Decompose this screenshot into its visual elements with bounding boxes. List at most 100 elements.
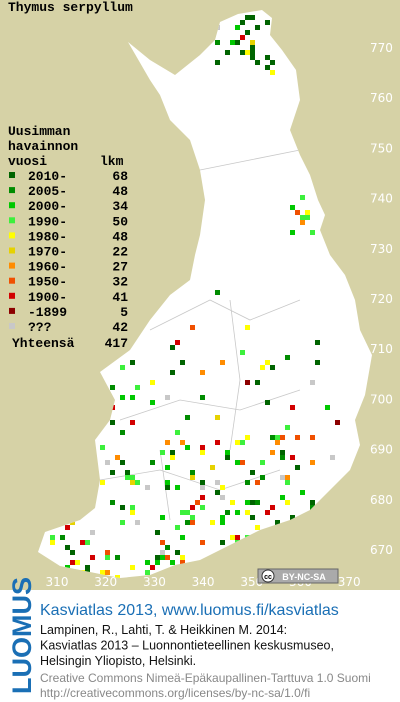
occurrence-square bbox=[180, 440, 185, 445]
legend-count: 5 bbox=[120, 305, 128, 320]
occurrence-square bbox=[220, 540, 225, 545]
occurrence-square bbox=[170, 560, 175, 565]
occurrence-square bbox=[150, 380, 155, 385]
occurrence-square bbox=[105, 460, 110, 465]
occurrence-square bbox=[100, 445, 105, 450]
occurrence-square bbox=[250, 50, 255, 55]
occurrence-square bbox=[245, 480, 250, 485]
occurrence-square bbox=[240, 460, 245, 465]
occurrence-square bbox=[235, 440, 240, 445]
occurrence-square bbox=[245, 500, 250, 505]
occurrence-square bbox=[235, 40, 240, 45]
occurrence-square bbox=[135, 385, 140, 390]
occurrence-square bbox=[50, 535, 55, 540]
occurrence-square bbox=[290, 405, 295, 410]
occurrence-square bbox=[225, 455, 230, 460]
occurrence-square bbox=[285, 500, 290, 505]
occurrence-square bbox=[240, 440, 245, 445]
license-line: http://creativecommons.org/licenses/by-n… bbox=[40, 686, 310, 700]
citation-line: Kasviatlas 2013 – Luonnontieteellinen ke… bbox=[40, 639, 334, 653]
occurrence-square bbox=[280, 475, 285, 480]
atlas-link[interactable]: Kasviatlas 2013, www.luomus.fi/kasviatla… bbox=[40, 602, 339, 619]
occurrence-square bbox=[100, 480, 105, 485]
occurrence-square bbox=[90, 555, 95, 560]
occurrence-square bbox=[285, 480, 290, 485]
occurrence-square bbox=[115, 575, 120, 578]
logo: LUOMUS bbox=[7, 577, 37, 694]
badge-text: BY-NC-SA bbox=[282, 572, 326, 582]
occurrence-square bbox=[180, 360, 185, 365]
occurrence-square bbox=[165, 480, 170, 485]
occurrence-square bbox=[115, 555, 120, 560]
occurrence-square bbox=[300, 220, 305, 225]
occurrence-square bbox=[240, 50, 245, 55]
occurrence-square bbox=[255, 500, 260, 505]
occurrence-square bbox=[160, 450, 165, 455]
occurrence-square bbox=[170, 370, 175, 375]
occurrence-square bbox=[75, 560, 80, 565]
occurrence-square bbox=[190, 515, 195, 520]
occurrence-square bbox=[80, 540, 85, 545]
occurrence-square bbox=[185, 415, 190, 420]
occurrence-square bbox=[200, 450, 205, 455]
occurrence-square bbox=[200, 480, 205, 485]
occurrence-square bbox=[255, 60, 260, 65]
badge-box bbox=[257, 568, 339, 584]
occurrence-square bbox=[315, 360, 320, 365]
occurrence-square bbox=[150, 460, 155, 465]
occurrence-square bbox=[165, 545, 170, 550]
legend-label: 1900- bbox=[28, 290, 67, 305]
occurrence-square bbox=[265, 55, 270, 60]
y-grid-label: 750 bbox=[370, 141, 393, 155]
occurrence-square bbox=[125, 475, 130, 480]
legend-label: 1970- bbox=[28, 245, 67, 260]
occurrence-square bbox=[150, 400, 155, 405]
occurrence-square bbox=[50, 540, 55, 545]
occurrence-square bbox=[335, 420, 340, 425]
occurrence-square bbox=[285, 425, 290, 430]
occurrence-square bbox=[245, 380, 250, 385]
occurrence-square bbox=[300, 195, 305, 200]
legend-count: 48 bbox=[112, 229, 128, 244]
occurrence-square bbox=[90, 530, 95, 535]
occurrence-square bbox=[85, 540, 90, 545]
occurrence-square bbox=[275, 520, 280, 525]
occurrence-square bbox=[240, 35, 245, 40]
occurrence-square bbox=[180, 510, 185, 515]
occurrence-square bbox=[130, 565, 135, 570]
occurrence-square bbox=[280, 455, 285, 460]
occurrence-square bbox=[215, 490, 220, 495]
occurrence-square bbox=[270, 435, 275, 440]
occurrence-square bbox=[165, 395, 170, 400]
occurrence-square bbox=[280, 435, 285, 440]
legend-swatch bbox=[9, 247, 15, 254]
occurrence-square bbox=[265, 20, 270, 25]
occurrence-square bbox=[215, 480, 220, 485]
license-badge: cc BY-NC-SA bbox=[257, 568, 339, 584]
occurrence-square bbox=[280, 495, 285, 500]
legend-count: 68 bbox=[112, 169, 128, 184]
occurrence-square bbox=[160, 550, 165, 555]
occurrence-square bbox=[235, 25, 240, 30]
occurrence-square bbox=[250, 500, 255, 505]
occurrence-square bbox=[165, 485, 170, 490]
occurrence-square bbox=[215, 60, 220, 65]
occurrence-square bbox=[180, 535, 185, 540]
occurrence-square bbox=[220, 515, 225, 520]
occurrence-square bbox=[110, 470, 115, 475]
occurrence-square bbox=[120, 505, 125, 510]
occurrence-square bbox=[130, 480, 135, 485]
occurrence-square bbox=[215, 40, 220, 45]
occurrence-square bbox=[220, 520, 225, 525]
occurrence-square bbox=[255, 525, 260, 530]
occurrence-square bbox=[260, 475, 265, 480]
legend-swatch bbox=[9, 232, 15, 239]
legend-swatch bbox=[9, 292, 15, 299]
legend-count: 32 bbox=[112, 275, 128, 290]
occurrence-square bbox=[110, 420, 115, 425]
occurrence-square bbox=[270, 450, 275, 455]
occurrence-square bbox=[295, 210, 300, 215]
occurrence-square bbox=[220, 495, 225, 500]
legend-swatch bbox=[9, 202, 15, 209]
y-grid-label: 690 bbox=[370, 443, 393, 457]
